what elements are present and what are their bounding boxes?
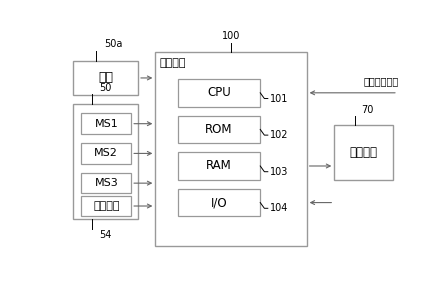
Bar (73, 61, 138, 95)
Text: RAM: RAM (206, 159, 232, 173)
Text: MS2: MS2 (94, 148, 118, 158)
Bar (81, 196, 131, 216)
Text: 购入物品信息: 购入物品信息 (364, 76, 399, 86)
Text: I/O: I/O (210, 196, 227, 209)
Bar (81, 143, 131, 164)
Bar (178, 189, 260, 216)
Bar (178, 116, 260, 143)
Text: 50a: 50a (104, 40, 123, 49)
Text: 103: 103 (270, 167, 288, 177)
Bar (81, 113, 131, 134)
Text: 54: 54 (99, 230, 111, 240)
Text: 用户终端: 用户终端 (349, 146, 377, 159)
Text: CPU: CPU (207, 86, 231, 99)
Text: 锁定机构: 锁定机构 (93, 201, 119, 211)
Text: 101: 101 (270, 94, 288, 104)
Bar (334, 125, 392, 180)
Bar (178, 152, 260, 180)
Bar (73, 104, 138, 219)
Text: 100: 100 (222, 31, 240, 41)
Text: MS3: MS3 (95, 178, 118, 188)
Bar (155, 52, 307, 246)
Text: MS1: MS1 (95, 119, 118, 129)
Text: 管理单元: 管理单元 (159, 59, 186, 69)
Text: 50: 50 (99, 83, 111, 93)
Text: 102: 102 (270, 130, 288, 140)
Text: ROM: ROM (205, 123, 233, 136)
Bar (81, 173, 131, 193)
Bar (178, 79, 260, 107)
Text: 104: 104 (270, 203, 288, 213)
Text: 相机: 相机 (98, 72, 113, 84)
Text: 70: 70 (361, 105, 374, 115)
